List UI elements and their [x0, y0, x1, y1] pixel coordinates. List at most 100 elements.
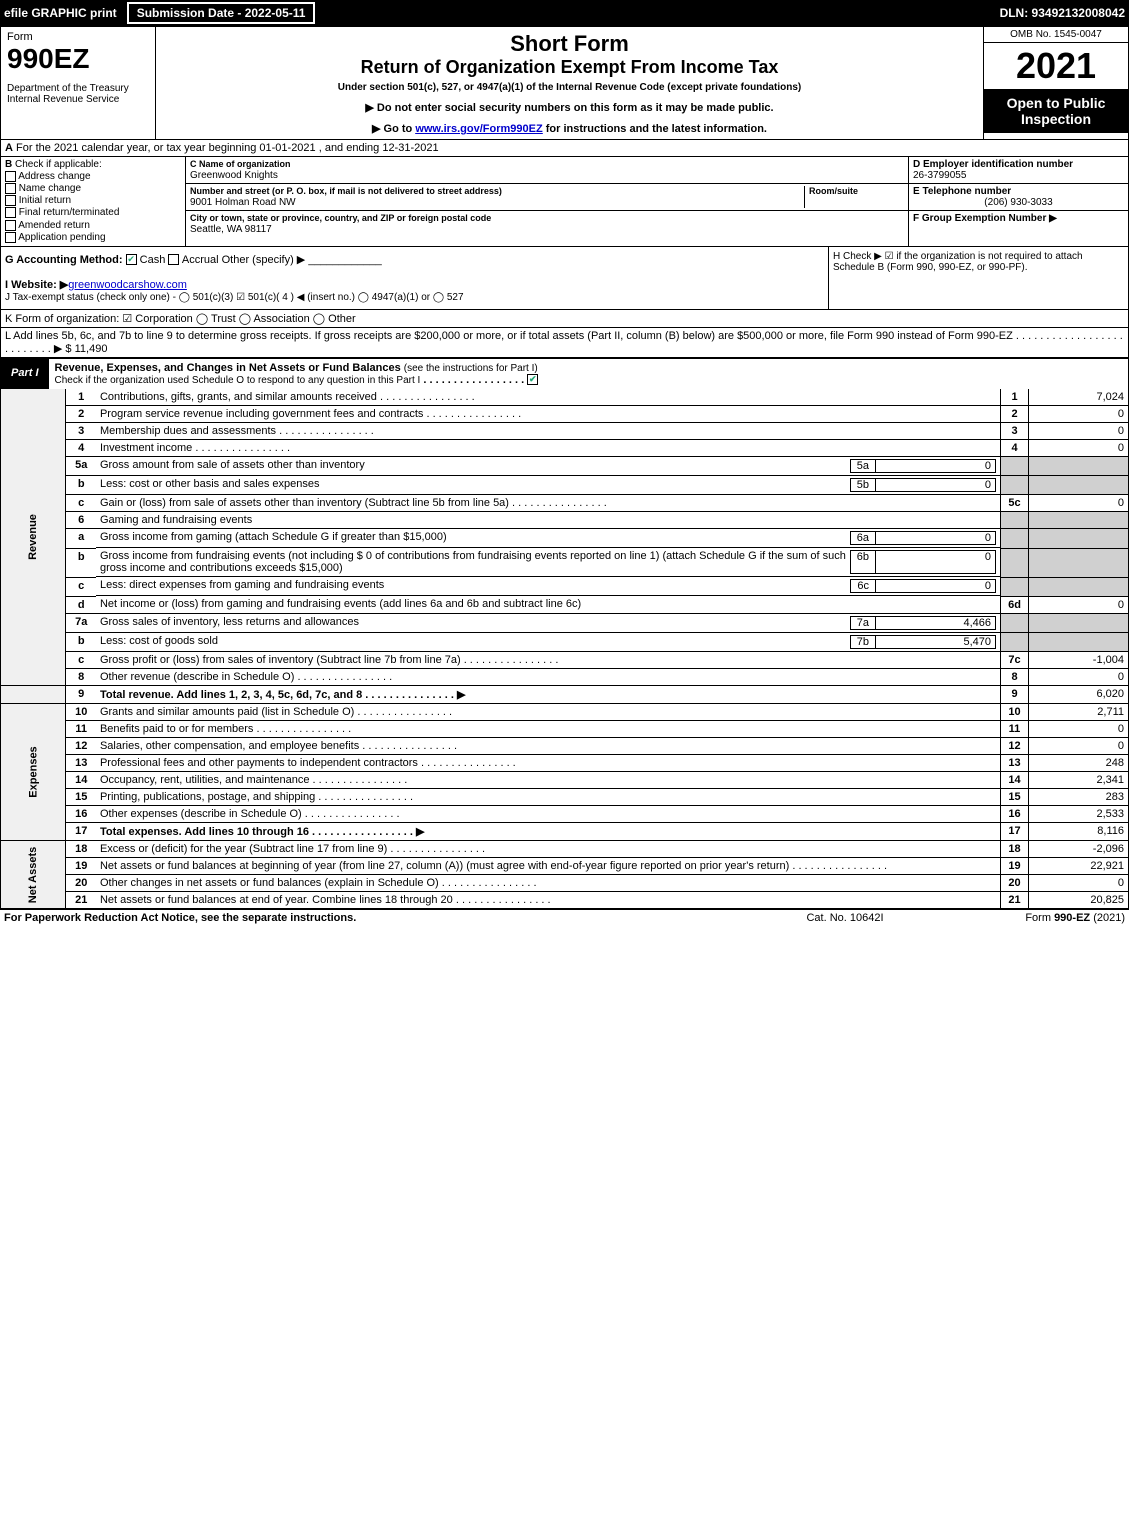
e-label: E Telephone number: [913, 186, 1011, 197]
line-7a: Gross sales of inventory, less returns a…: [100, 616, 850, 630]
col-c: C Name of organizationGreenwood Knights …: [186, 157, 908, 246]
footer-center: Cat. No. 10642I: [745, 912, 945, 924]
line-17: Total expenses. Add lines 10 through 16 …: [100, 826, 424, 838]
line-8: Other revenue (describe in Schedule O): [96, 669, 1001, 686]
chk-final-return[interactable]: Final return/terminated: [5, 207, 181, 218]
submission-date: Submission Date - 2022-05-11: [127, 2, 316, 24]
line-13: Professional fees and other payments to …: [96, 755, 1001, 772]
row-l: L Add lines 5b, 6c, and 7b to line 9 to …: [0, 328, 1129, 358]
footer-right: Form 990-EZ (2021): [945, 912, 1125, 924]
website-note: ▶ Go to www.irs.gov/Form990EZ for instru…: [164, 122, 975, 135]
line-18: Excess or (deficit) for the year (Subtra…: [96, 841, 1001, 858]
line-10: Grants and similar amounts paid (list in…: [96, 704, 1001, 721]
chk-accrual[interactable]: [168, 254, 179, 265]
col-b: B Check if applicable: Address change Na…: [1, 157, 186, 246]
part1-title: Revenue, Expenses, and Changes in Net As…: [49, 358, 1128, 389]
ssn-note: ▶ Do not enter social security numbers o…: [164, 101, 975, 114]
lines-table: Revenue 1Contributions, gifts, grants, a…: [0, 389, 1129, 910]
block-bcdef: B Check if applicable: Address change Na…: [0, 157, 1129, 247]
department: Department of the Treasury Internal Reve…: [7, 83, 149, 105]
g-other: Other (specify) ▶: [222, 254, 306, 266]
line-11: Benefits paid to or for members: [96, 721, 1001, 738]
line-21: Net assets or fund balances at end of ye…: [96, 892, 1001, 909]
efile-label: efile GRAPHIC print: [4, 6, 117, 20]
l-text: L Add lines 5b, 6c, and 7b to line 9 to …: [5, 330, 1123, 355]
header-left: Form 990EZ Department of the Treasury In…: [1, 27, 156, 139]
line-2: Program service revenue including govern…: [96, 405, 1001, 422]
line-6c: Less: direct expenses from gaming and fu…: [100, 579, 850, 593]
c-addr-label: Number and street (or P. O. box, if mail…: [190, 186, 502, 196]
ein: 26-3799055: [913, 170, 966, 181]
omb-number: OMB No. 1545-0047: [984, 27, 1128, 43]
part1-header: Part I Revenue, Expenses, and Changes in…: [0, 358, 1129, 389]
line-14: Occupancy, rent, utilities, and maintena…: [96, 772, 1001, 789]
telephone: (206) 930-3033: [913, 197, 1124, 208]
g-label: G Accounting Method:: [5, 254, 123, 266]
form-header: Form 990EZ Department of the Treasury In…: [0, 26, 1129, 140]
row-k: K Form of organization: ☑ Corporation ◯ …: [0, 310, 1129, 328]
row-a: A For the 2021 calendar year, or tax yea…: [0, 140, 1129, 157]
form-number: 990EZ: [7, 43, 149, 75]
open-inspection: Open to Public Inspection: [984, 89, 1128, 133]
col-g: G Accounting Method: Cash Accrual Other …: [1, 247, 828, 309]
line-16: Other expenses (describe in Schedule O): [96, 806, 1001, 823]
line-6b: Gross income from fundraising events (no…: [100, 550, 850, 574]
side-revenue: Revenue: [27, 514, 39, 560]
line-19: Net assets or fund balances at beginning…: [96, 858, 1001, 875]
chk-name-change[interactable]: Name change: [5, 183, 181, 194]
part1-tab: Part I: [1, 364, 49, 382]
footer-left: For Paperwork Reduction Act Notice, see …: [4, 912, 745, 924]
website-link[interactable]: greenwoodcarshow.com: [68, 279, 187, 291]
chk-cash[interactable]: [126, 254, 137, 265]
part1-check: Check if the organization used Schedule …: [55, 375, 421, 386]
footer: For Paperwork Reduction Act Notice, see …: [0, 909, 1129, 926]
header-right: OMB No. 1545-0047 2021 Open to Public In…: [983, 27, 1128, 139]
line-9: Total revenue. Add lines 1, 2, 3, 4, 5c,…: [100, 689, 465, 701]
line-5b: Less: cost or other basis and sales expe…: [100, 478, 850, 492]
c-name-label: C Name of organization: [190, 159, 291, 169]
d-label: D Employer identification number: [913, 159, 1073, 170]
line-7b: Less: cost of goods sold: [100, 635, 850, 649]
line-5a: Gross amount from sale of assets other t…: [100, 459, 850, 473]
row-gh: G Accounting Method: Cash Accrual Other …: [0, 247, 1129, 310]
line-6: Gaming and fundraising events: [96, 512, 1001, 529]
chk-application-pending[interactable]: Application pending: [5, 232, 181, 243]
line-1: Contributions, gifts, grants, and simila…: [96, 389, 1001, 406]
chk-schedule-o[interactable]: [527, 374, 538, 385]
room-label: Room/suite: [809, 186, 858, 196]
topbar: efile GRAPHIC print Submission Date - 20…: [0, 0, 1129, 26]
dln: DLN: 93492132008042: [1000, 6, 1125, 20]
line-7c: Gross profit or (loss) from sales of inv…: [96, 652, 1001, 669]
chk-amended-return[interactable]: Amended return: [5, 220, 181, 231]
c-city-label: City or town, state or province, country…: [190, 213, 491, 223]
chk-address-change[interactable]: Address change: [5, 171, 181, 182]
line-4: Investment income: [96, 439, 1001, 456]
under-section: Under section 501(c), 527, or 4947(a)(1)…: [164, 82, 975, 93]
line-3: Membership dues and assessments: [96, 422, 1001, 439]
row-j: J Tax-exempt status (check only one) - ◯…: [5, 292, 464, 303]
org-address: 9001 Holman Road NW: [190, 197, 296, 208]
line-15: Printing, publications, postage, and shi…: [96, 789, 1001, 806]
side-expenses: Expenses: [27, 747, 39, 798]
line-6a: Gross income from gaming (attach Schedul…: [100, 531, 850, 545]
org-name: Greenwood Knights: [190, 170, 278, 181]
return-title: Return of Organization Exempt From Incom…: [164, 57, 975, 78]
row-a-text: For the 2021 calendar year, or tax year …: [16, 142, 439, 154]
short-form-title: Short Form: [164, 31, 975, 57]
line-12: Salaries, other compensation, and employ…: [96, 738, 1001, 755]
col-def: D Employer identification number26-37990…: [908, 157, 1128, 246]
i-label: I Website: ▶: [5, 279, 68, 291]
col-h: H Check ▶ ☑ if the organization is not r…: [828, 247, 1128, 309]
org-city: Seattle, WA 98117: [190, 224, 272, 235]
side-netassets: Net Assets: [27, 847, 39, 903]
line-20: Other changes in net assets or fund bala…: [96, 875, 1001, 892]
f-label: F Group Exemption Number ▶: [913, 213, 1057, 224]
irs-link[interactable]: www.irs.gov/Form990EZ: [415, 123, 542, 135]
form-label: Form: [7, 31, 149, 43]
b-label: Check if applicable:: [15, 159, 102, 170]
line-6d: Net income or (loss) from gaming and fun…: [96, 596, 1001, 613]
chk-initial-return[interactable]: Initial return: [5, 195, 181, 206]
line-5c: Gain or (loss) from sale of assets other…: [96, 495, 1001, 512]
header-center: Short Form Return of Organization Exempt…: [156, 27, 983, 139]
l-val: 11,490: [75, 343, 108, 355]
